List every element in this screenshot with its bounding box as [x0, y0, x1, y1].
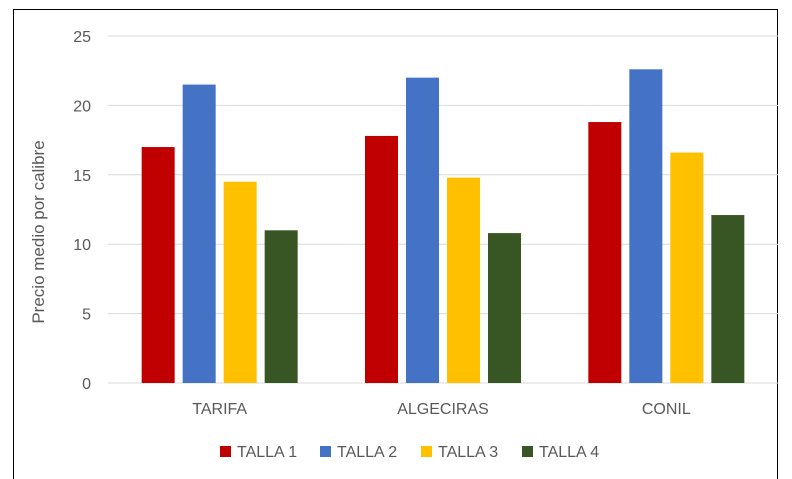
legend-item-talla-4: TALLA 4 [522, 444, 599, 461]
legend-swatch [220, 446, 231, 457]
y-tick-label: 25 [73, 29, 91, 46]
legend-label: TALLA 1 [237, 444, 297, 461]
x-tick-label: ALGECIRAS [397, 401, 489, 418]
bar-tarifa-talla-3 [223, 181, 257, 383]
legend-label: TALLA 2 [337, 444, 397, 461]
bar-algeciras-talla-1 [365, 135, 398, 383]
bar-tarifa-talla-1 [141, 147, 175, 383]
y-tick-label: 20 [73, 98, 91, 115]
legend-item-talla-1: TALLA 1 [220, 444, 297, 461]
bar-conil-talla-3 [670, 152, 704, 383]
legend-label: TALLA 4 [539, 444, 599, 461]
bar-algeciras-talla-2 [406, 77, 439, 383]
legend-item-talla-3: TALLA 3 [421, 444, 498, 461]
bar-algeciras-talla-4 [488, 233, 521, 383]
legend-swatch [421, 446, 432, 457]
y-tick-label: 10 [73, 237, 91, 254]
legend-item-talla-2: TALLA 2 [320, 444, 397, 461]
bar-tarifa-talla-4 [264, 230, 298, 383]
legend: TALLA 1 TALLA 2 TALLA 3 TALLA 4 [220, 444, 599, 461]
legend-swatch [320, 446, 331, 457]
gridlines [108, 35, 778, 384]
x-tick-label: CONIL [642, 401, 691, 418]
bar-algeciras-talla-3 [447, 177, 480, 383]
legend-swatch [522, 446, 533, 457]
x-tick-label: TARIFA [192, 401, 247, 418]
bar-conil-talla-4 [711, 215, 745, 383]
y-tick-label: 5 [82, 307, 91, 324]
bar-conil-talla-2 [629, 69, 663, 383]
bars [141, 69, 745, 383]
legend-label: TALLA 3 [438, 444, 498, 461]
y-axis-ticks: 0 5 10 15 20 25 [73, 29, 91, 393]
x-axis-ticks: TARIFA ALGECIRAS CONIL [192, 401, 691, 418]
bar-conil-talla-1 [588, 122, 622, 383]
y-axis-label: Precio medio por calibre [29, 140, 48, 323]
y-tick-label: 15 [73, 168, 91, 185]
y-tick-label: 0 [82, 376, 91, 393]
bar-tarifa-talla-2 [182, 84, 216, 383]
